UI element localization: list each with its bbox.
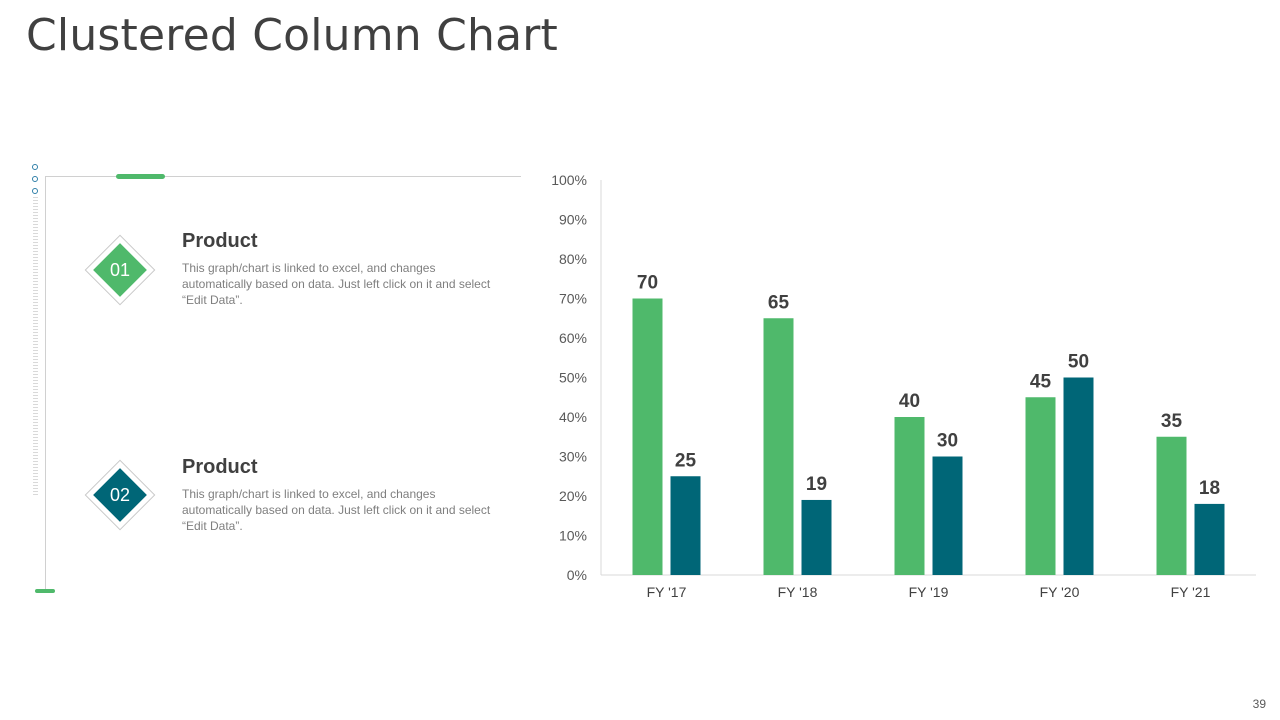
data-label: 40	[899, 391, 920, 412]
y-tick-label: 80%	[559, 251, 587, 267]
bar	[1156, 436, 1187, 575]
x-tick-label: FY '21	[1171, 584, 1211, 600]
x-tick-label: FY '17	[647, 584, 687, 600]
item-1-badge: 01	[84, 234, 156, 306]
item-2-number: 02	[109, 485, 131, 505]
decorative-dots	[32, 164, 38, 200]
data-label: 65	[768, 292, 790, 313]
data-label: 35	[1161, 411, 1183, 432]
item-2-badge: 02	[84, 459, 156, 531]
bar	[801, 499, 832, 575]
data-label: 18	[1199, 478, 1220, 499]
decorative-dashed-line	[33, 197, 38, 497]
y-tick-label: 0%	[567, 567, 587, 583]
data-label: 45	[1030, 371, 1052, 392]
page-number: 39	[1252, 697, 1266, 711]
bar	[632, 298, 663, 575]
y-tick-label: 50%	[559, 370, 587, 386]
bar	[763, 318, 794, 575]
item-1-title: Product	[182, 230, 258, 252]
panel-top-line	[45, 176, 521, 177]
data-label: 30	[937, 431, 958, 452]
bar	[1063, 377, 1094, 575]
data-label: 25	[675, 450, 697, 471]
bar	[670, 476, 701, 575]
item-1-number: 01	[109, 260, 131, 280]
bar	[1025, 397, 1056, 575]
bar	[932, 456, 963, 575]
y-tick-label: 30%	[559, 449, 587, 465]
page-title: Clustered Column Chart	[26, 10, 558, 61]
top-accent-bar	[116, 174, 165, 179]
data-label: 70	[637, 273, 658, 294]
y-tick-label: 20%	[559, 488, 587, 504]
y-tick-label: 70%	[559, 291, 587, 307]
x-tick-label: FY '20	[1040, 584, 1080, 600]
product-panel: 01 Product This graph/chart is linked to…	[0, 0, 540, 720]
y-tick-label: 60%	[559, 330, 587, 346]
y-tick-label: 90%	[559, 212, 587, 228]
x-tick-label: FY '18	[778, 584, 818, 600]
bar	[894, 417, 925, 575]
data-label: 50	[1068, 352, 1089, 373]
item-1-description: This graph/chart is linked to excel, and…	[182, 261, 491, 307]
item-2-title: Product	[182, 456, 258, 478]
data-label: 19	[806, 474, 827, 495]
bottom-accent-bar	[35, 589, 55, 593]
item-2-description: This graph/chart is linked to excel, and…	[182, 487, 491, 533]
x-tick-label: FY '19	[909, 584, 949, 600]
bar	[1194, 503, 1225, 575]
clustered-column-chart: 0% 10% 20% 30% 40% 50% 60% 70% 80% 90% 100% 70 25 FY …	[551, 172, 1256, 600]
y-tick-label: 100%	[551, 172, 587, 188]
y-tick-label: 40%	[559, 409, 587, 425]
panel-vertical-line	[45, 176, 46, 592]
y-tick-label: 10%	[559, 528, 587, 544]
